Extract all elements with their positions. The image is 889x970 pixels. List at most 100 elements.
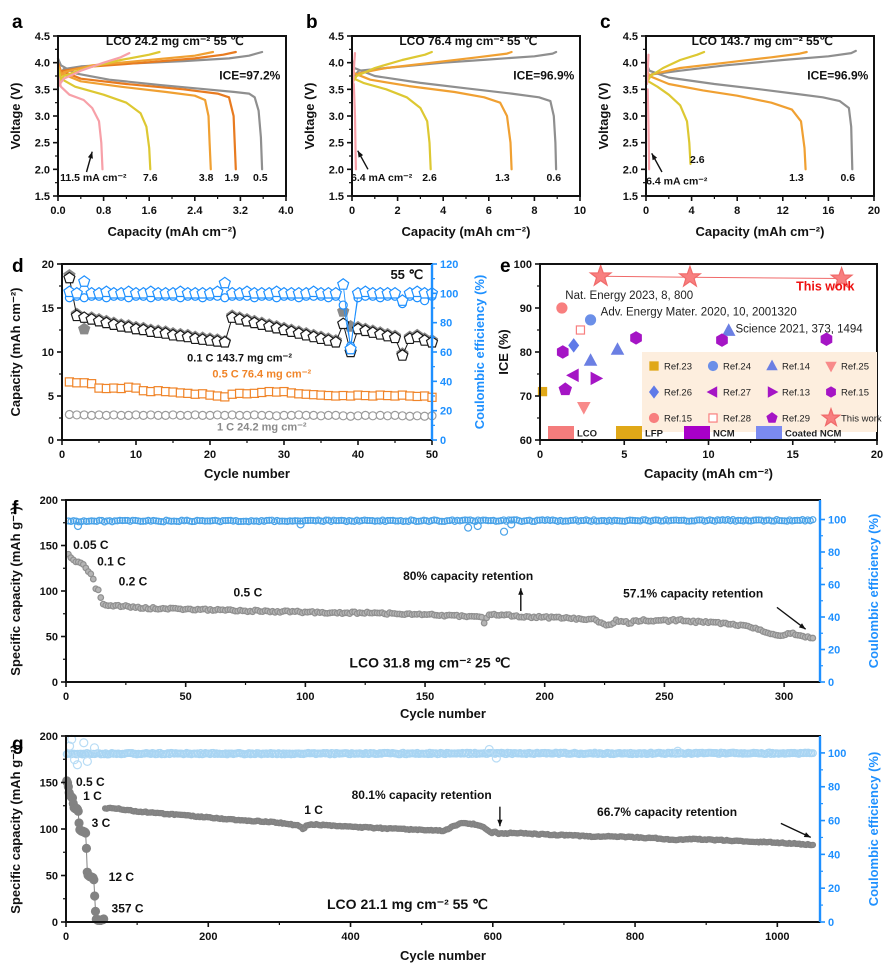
- svg-text:0: 0: [440, 435, 446, 447]
- svg-text:4.5: 4.5: [329, 31, 344, 43]
- svg-text:Ref.29: Ref.29: [782, 414, 810, 425]
- svg-text:2.5: 2.5: [35, 138, 50, 150]
- svg-text:400: 400: [341, 931, 359, 943]
- svg-text:Cycle number: Cycle number: [204, 466, 290, 481]
- svg-text:2.6: 2.6: [422, 172, 437, 184]
- svg-text:80.1% capacity retention: 80.1% capacity retention: [352, 788, 492, 802]
- svg-text:60: 60: [440, 347, 452, 359]
- svg-text:Capacity (mAh cm⁻²): Capacity (mAh cm⁻²): [644, 466, 773, 481]
- svg-text:12 C: 12 C: [109, 870, 135, 884]
- svg-text:50: 50: [180, 691, 192, 703]
- panel-f-series: [64, 515, 817, 642]
- svg-text:150: 150: [40, 541, 58, 553]
- svg-text:Capacity (mAh cm⁻²): Capacity (mAh cm⁻²): [8, 288, 23, 417]
- svg-text:LCO 31.8 mg cm⁻² 25 ℃: LCO 31.8 mg cm⁻² 25 ℃: [349, 654, 510, 670]
- svg-text:2.5: 2.5: [623, 138, 638, 150]
- svg-text:50: 50: [46, 871, 58, 883]
- panel-g-longterm-55c: 0 200 400 600 800 1000 0 50 100 150 200 0 20 40 60 80 10…: [6, 726, 886, 968]
- svg-text:1.6: 1.6: [142, 205, 157, 217]
- svg-text:Ref.23: Ref.23: [664, 362, 692, 373]
- svg-text:Voltage (V): Voltage (V): [8, 83, 23, 150]
- svg-text:10: 10: [130, 449, 142, 461]
- svg-text:3 C: 3 C: [92, 816, 111, 830]
- svg-text:6.4 mA cm⁻²: 6.4 mA cm⁻²: [351, 172, 413, 184]
- svg-text:3.5: 3.5: [35, 84, 50, 96]
- svg-text:Cycle number: Cycle number: [400, 948, 486, 963]
- svg-text:2.4: 2.4: [187, 205, 203, 217]
- svg-text:57.1% capacity retention: 57.1% capacity retention: [623, 586, 763, 600]
- svg-text:1.3: 1.3: [789, 172, 804, 184]
- svg-text:60: 60: [828, 816, 840, 828]
- svg-text:2.0: 2.0: [329, 164, 344, 176]
- svg-text:250: 250: [655, 691, 673, 703]
- panel-d-annotations: 55 ℃ 0.1 C 143.7 mg cm⁻² 0.5 C 76.4 mg cm⁻…: [187, 267, 423, 433]
- svg-text:e: e: [500, 256, 511, 277]
- svg-text:1 C: 1 C: [304, 803, 323, 817]
- svg-text:LCO 24.2 mg cm⁻² 55 ℃: LCO 24.2 mg cm⁻² 55 ℃: [106, 34, 244, 48]
- svg-text:0.5 C: 0.5 C: [234, 585, 263, 599]
- svg-text:0: 0: [59, 449, 65, 461]
- panel-b-series: [350, 50, 558, 171]
- svg-text:1.3: 1.3: [495, 172, 510, 184]
- svg-text:20: 20: [868, 205, 880, 217]
- svg-text:357 C: 357 C: [112, 902, 144, 916]
- panel-e-annotations: Nat. Energy 2023, 8, 800 Adv. Energy Mate…: [565, 279, 863, 335]
- svg-text:0: 0: [537, 449, 543, 461]
- svg-text:0.8: 0.8: [96, 205, 111, 217]
- svg-text:f: f: [12, 498, 19, 519]
- svg-text:20: 20: [42, 259, 54, 271]
- panel-d-svg: 0 10 20 30 40 5005101520020406080100120Cycle …: [8, 256, 487, 481]
- svg-text:Coated NCM: Coated NCM: [785, 429, 842, 440]
- svg-text:50: 50: [426, 449, 438, 461]
- svg-text:2.6: 2.6: [690, 154, 705, 166]
- svg-text:LFP: LFP: [645, 429, 664, 440]
- svg-text:0.5: 0.5: [253, 172, 268, 184]
- svg-text:2.0: 2.0: [35, 164, 50, 176]
- svg-text:3.2: 3.2: [233, 205, 248, 217]
- svg-text:0: 0: [63, 931, 69, 943]
- panel-b-annotations: LCO 76.4 mg cm⁻² 55 ℃ ICE=96.9% 6.4 mA cm⁻…: [351, 34, 575, 184]
- svg-text:20: 20: [204, 449, 216, 461]
- svg-text:20: 20: [828, 645, 840, 657]
- svg-text:20: 20: [871, 449, 883, 461]
- svg-text:0.5 C: 0.5 C: [76, 775, 105, 789]
- svg-text:1 C 24.2 mg cm⁻²: 1 C 24.2 mg cm⁻²: [217, 421, 307, 433]
- svg-text:g: g: [12, 734, 24, 755]
- panel-d-axes: 0 10 20 30 40 5005101520020406080100120Cycle …: [8, 259, 487, 481]
- svg-text:120: 120: [440, 259, 458, 271]
- panel-c-voltage-capacity-143: 0 4 8 12 16 20 1.5 2.0 2.5 3.0 3.5 4.0 4.5 Capacity (…: [594, 4, 884, 244]
- svg-text:Cycle number: Cycle number: [400, 706, 486, 721]
- svg-text:200: 200: [40, 495, 58, 507]
- svg-text:a: a: [12, 12, 23, 33]
- svg-text:100: 100: [828, 515, 846, 527]
- svg-text:1.9: 1.9: [225, 172, 240, 184]
- svg-text:0.2 C: 0.2 C: [119, 575, 148, 589]
- svg-text:150: 150: [40, 778, 58, 790]
- panel-a-svg: 0.0 0.8 1.6 2.4 3.2 4.0 1.5 2.0 2.5 3.0 3.5 4.0 4.5 C…: [8, 12, 294, 239]
- svg-text:LCO 143.7 mg cm⁻² 55℃: LCO 143.7 mg cm⁻² 55℃: [692, 34, 833, 48]
- svg-text:12: 12: [777, 205, 789, 217]
- svg-text:0: 0: [48, 435, 54, 447]
- svg-text:2.0: 2.0: [623, 164, 638, 176]
- svg-text:600: 600: [484, 931, 502, 943]
- svg-text:4.0: 4.0: [329, 58, 344, 70]
- svg-text:0.0: 0.0: [50, 205, 65, 217]
- panel-f-axes: 0 50 100 150 200 250 300 0 50 100 150 200 0 20 40 60 80 1…: [8, 495, 881, 721]
- svg-text:1.5: 1.5: [329, 191, 344, 203]
- svg-text:100: 100: [828, 748, 846, 760]
- svg-text:Ref.15: Ref.15: [664, 414, 692, 425]
- svg-text:This work: This work: [841, 414, 882, 425]
- svg-text:7.6: 7.6: [143, 172, 158, 184]
- svg-text:Nat. Energy 2023, 8, 800: Nat. Energy 2023, 8, 800: [565, 290, 693, 302]
- svg-text:Voltage (V): Voltage (V): [302, 83, 317, 150]
- svg-text:NCM: NCM: [713, 429, 735, 440]
- svg-text:Science 2021, 373, 1494: Science 2021, 373, 1494: [735, 324, 863, 336]
- svg-text:4: 4: [689, 205, 696, 217]
- svg-text:15: 15: [42, 303, 54, 315]
- svg-text:4.0: 4.0: [35, 58, 50, 70]
- svg-text:200: 200: [40, 731, 58, 743]
- panel-e-legend: Ref.23 Ref.24 Ref.14 Ref.25 Ref.26 Ref.27 Ref.…: [642, 352, 882, 432]
- panel-b-voltage-capacity-76: 0 2 4 6 8 10 1.5 2.0 2.5 3.0 3.5 4.0 4.5 Capacity (mA…: [300, 4, 590, 244]
- panel-d-cycling-capacity: 0 10 20 30 40 50 0 5 10 15 20 0 20 40 60 80 100 120 Cycle …: [6, 248, 492, 486]
